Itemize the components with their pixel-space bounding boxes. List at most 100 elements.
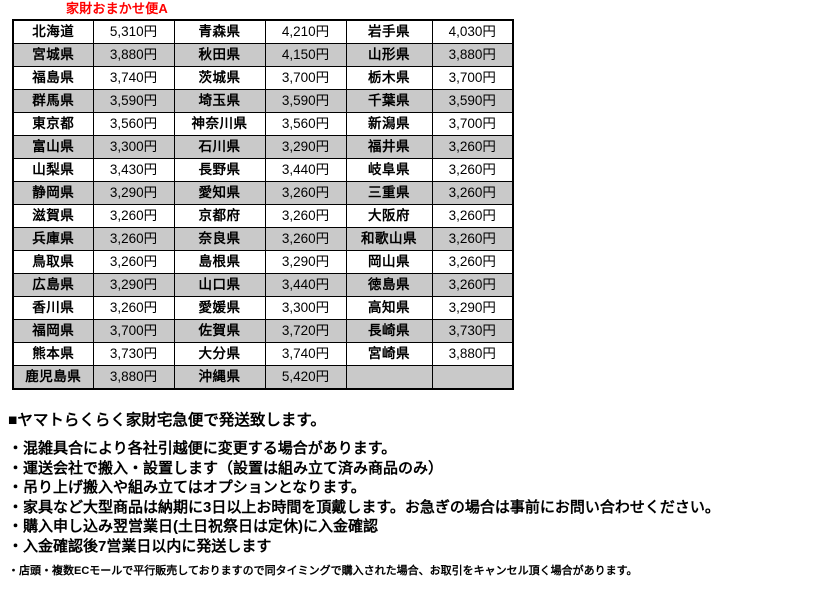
- prefecture-cell: 愛媛県: [173, 296, 266, 320]
- fee-cell: 3,730円: [431, 319, 514, 343]
- table-row: 福島県 3,740円 茨城県 3,700円 栃木県 3,700円: [12, 66, 514, 90]
- prefecture-cell: 熊本県: [12, 342, 94, 366]
- fee-cell: 3,590円: [92, 89, 175, 113]
- fee-cell: 4,210円: [264, 19, 347, 44]
- shipping-notes: ■ヤマトらくらく家財宅急便で発送致します。 ・混雑具合により各社引越便に変更する…: [8, 411, 818, 579]
- prefecture-cell: 福岡県: [12, 319, 94, 343]
- prefecture-cell: 長野県: [173, 158, 266, 182]
- fee-cell: 3,260円: [431, 250, 514, 274]
- table-row: 群馬県 3,590円 埼玉県 3,590円 千葉県 3,590円: [12, 89, 514, 113]
- notes-fine-print: ・店頭・複数ECモールで平行販売しておりますので同タイミングで購入された場合、お…: [8, 565, 638, 577]
- prefecture-cell: 大分県: [173, 342, 266, 366]
- prefecture-cell: 和歌山県: [345, 227, 433, 251]
- prefecture-cell: 兵庫県: [12, 227, 94, 251]
- prefecture-cell: 高知県: [345, 296, 433, 320]
- fee-cell: 3,560円: [92, 112, 175, 136]
- prefecture-cell: 広島県: [12, 273, 94, 297]
- fee-cell: 3,880円: [431, 342, 514, 366]
- prefecture-cell: 愛知県: [173, 181, 266, 205]
- prefecture-cell: 京都府: [173, 204, 266, 228]
- prefecture-cell: 島根県: [173, 250, 266, 274]
- notes-line: ・混雑具合により各社引越便に変更する場合があります。: [8, 440, 397, 457]
- table-row: 北海道 5,310円 青森県 4,210円 岩手県 4,030円: [12, 19, 514, 44]
- page-title: 家財おまかせ便A: [66, 1, 168, 16]
- prefecture-cell: 滋賀県: [12, 204, 94, 228]
- table-row: 鹿児島県 3,880円 沖縄県 5,420円: [12, 365, 514, 390]
- fee-cell: 3,740円: [92, 66, 175, 90]
- prefecture-cell: 東京都: [12, 112, 94, 136]
- fee-cell: 3,290円: [264, 250, 347, 274]
- fee-cell: 4,030円: [431, 19, 514, 44]
- table-row: 熊本県 3,730円 大分県 3,740円 宮崎県 3,880円: [12, 342, 514, 366]
- fee-cell: 3,290円: [264, 135, 347, 159]
- prefecture-cell: 岐阜県: [345, 158, 433, 182]
- prefecture-cell: 山口県: [173, 273, 266, 297]
- fee-cell: 3,260円: [431, 158, 514, 182]
- prefecture-cell: 秋田県: [173, 43, 266, 67]
- notes-line: ・運送会社で搬入・設置します（設置は組み立て済み商品のみ）: [8, 459, 444, 477]
- fee-cell: 3,700円: [264, 66, 347, 90]
- notes-line: ・吊り上げ搬入や組み立てはオプションとなります。: [8, 479, 366, 496]
- fee-cell: [431, 365, 514, 390]
- fee-cell: 3,730円: [92, 342, 175, 366]
- fee-cell: 3,260円: [264, 204, 347, 228]
- prefecture-cell: 石川県: [173, 135, 266, 159]
- prefecture-cell: 千葉県: [345, 89, 433, 113]
- table-row: 広島県 3,290円 山口県 3,440円 徳島県 3,260円: [12, 273, 514, 297]
- fee-cell: 3,260円: [92, 227, 175, 251]
- fee-cell: 3,260円: [92, 204, 175, 228]
- prefecture-cell: 鹿児島県: [12, 365, 94, 390]
- prefecture-cell: 福井県: [345, 135, 433, 159]
- fee-cell: 5,310円: [92, 19, 175, 44]
- table-row: 宮城県 3,880円 秋田県 4,150円 山形県 3,880円: [12, 43, 514, 67]
- shipping-fee-table-container: 北海道 5,310円 青森県 4,210円 岩手県 4,030円 宮城県 3,880円 秋田県 4…: [12, 19, 514, 390]
- prefecture-cell: 茨城県: [173, 66, 266, 90]
- table-row: 鳥取県 3,260円 島根県 3,290円 岡山県 3,260円: [12, 250, 514, 274]
- fee-cell: 3,260円: [431, 181, 514, 205]
- table-row: 香川県 3,260円 愛媛県 3,300円 高知県 3,290円: [12, 296, 514, 320]
- fee-cell: 3,740円: [264, 342, 347, 366]
- fee-cell: 3,290円: [431, 296, 514, 320]
- table-row: 静岡県 3,290円 愛知県 3,260円 三重県 3,260円: [12, 181, 514, 205]
- fee-cell: 3,700円: [92, 319, 175, 343]
- fee-cell: 3,260円: [431, 135, 514, 159]
- fee-cell: 3,560円: [264, 112, 347, 136]
- fee-cell: 3,260円: [92, 250, 175, 274]
- fee-cell: 3,440円: [264, 158, 347, 182]
- notes-line: ・購入申し込み翌営業日(土日祝祭日は定休)に入金確認: [8, 518, 378, 535]
- prefecture-cell: 宮崎県: [345, 342, 433, 366]
- fee-cell: 3,260円: [264, 181, 347, 205]
- fee-cell: 3,590円: [264, 89, 347, 113]
- prefecture-cell: 岩手県: [345, 19, 433, 44]
- fee-cell: 3,300円: [264, 296, 347, 320]
- prefecture-cell: 香川県: [12, 296, 94, 320]
- prefecture-cell: 埼玉県: [173, 89, 266, 113]
- fee-cell: 3,430円: [92, 158, 175, 182]
- prefecture-cell: 鳥取県: [12, 250, 94, 274]
- prefecture-cell: 三重県: [345, 181, 433, 205]
- fee-cell: 3,590円: [431, 89, 514, 113]
- table-row: 滋賀県 3,260円 京都府 3,260円 大阪府 3,260円: [12, 204, 514, 228]
- fee-cell: 3,300円: [92, 135, 175, 159]
- fee-cell: 3,880円: [92, 365, 175, 390]
- notes-line: ・入金確認後7営業日以内に発送します: [8, 537, 272, 555]
- fee-cell: 4,150円: [264, 43, 347, 67]
- prefecture-cell: 徳島県: [345, 273, 433, 297]
- fee-cell: 3,260円: [264, 227, 347, 251]
- prefecture-cell: 青森県: [173, 19, 266, 44]
- prefecture-cell: [345, 365, 433, 390]
- table-row: 福岡県 3,700円 佐賀県 3,720円 長崎県 3,730円: [12, 319, 514, 343]
- notes-heading: ■ヤマトらくらく家財宅急便で発送致します。: [8, 412, 326, 429]
- prefecture-cell: 岡山県: [345, 250, 433, 274]
- prefecture-cell: 佐賀県: [173, 319, 266, 343]
- notes-line: ・家具など大型商品は納期に3日以上お時間を頂戴します。お急ぎの場合は事前にお問い…: [8, 498, 720, 516]
- prefecture-cell: 奈良県: [173, 227, 266, 251]
- prefecture-cell: 大阪府: [345, 204, 433, 228]
- fee-cell: 3,700円: [431, 112, 514, 136]
- prefecture-cell: 長崎県: [345, 319, 433, 343]
- table-row: 東京都 3,560円 神奈川県 3,560円 新潟県 3,700円: [12, 112, 514, 136]
- prefecture-cell: 宮城県: [12, 43, 94, 67]
- fee-cell: 3,720円: [264, 319, 347, 343]
- fee-cell: 3,880円: [92, 43, 175, 67]
- prefecture-cell: 新潟県: [345, 112, 433, 136]
